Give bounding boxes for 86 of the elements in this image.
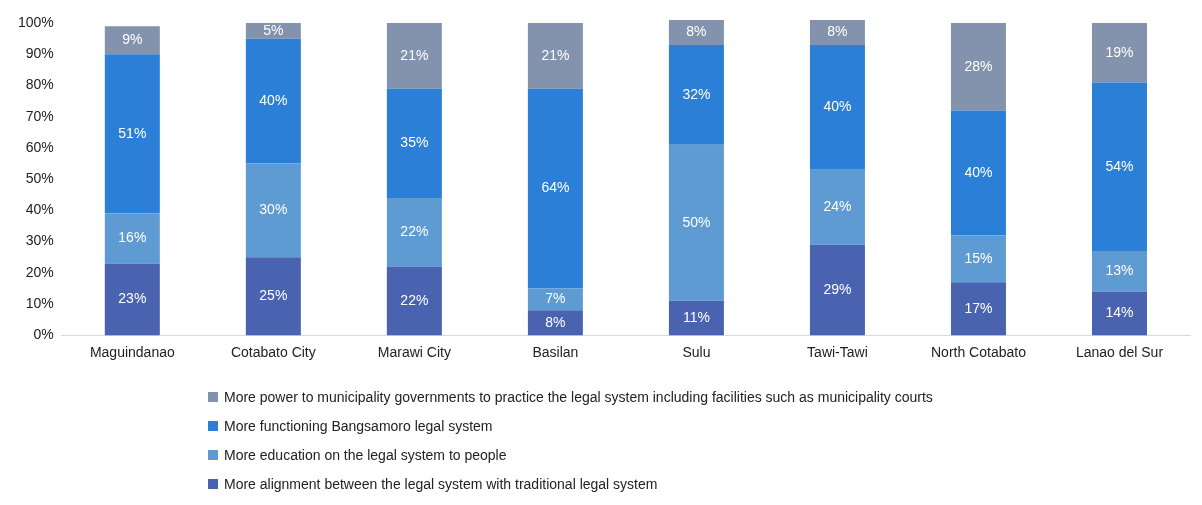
bar	[668, 20, 724, 45]
data-label: 54%	[1105, 157, 1134, 174]
bar	[950, 235, 1006, 283]
bar	[950, 282, 1006, 336]
x-tick-label: North Cotabato	[930, 344, 1027, 361]
y-tick-label: 0%	[33, 326, 54, 343]
bar	[527, 88, 583, 289]
y-tick-label: 100%	[17, 13, 54, 30]
bar	[104, 26, 160, 55]
bar	[104, 54, 160, 214]
data-label: 24%	[823, 198, 852, 215]
bar	[104, 213, 160, 264]
bar	[1091, 291, 1147, 336]
data-label: 32%	[682, 85, 711, 102]
data-label: 21%	[400, 46, 429, 63]
legend-label: More alignment between the legal system with traditional legal system	[224, 475, 658, 492]
bar	[527, 310, 583, 336]
data-label: 40%	[823, 98, 852, 115]
data-label: 5%	[263, 21, 284, 38]
bar	[527, 23, 583, 89]
bar	[1091, 82, 1147, 251]
data-label: 50%	[682, 213, 711, 230]
y-tick-label: 10%	[25, 294, 54, 311]
x-tick-label: Lanao del Sur	[1075, 344, 1164, 361]
bar	[527, 288, 583, 311]
bar	[1091, 23, 1147, 83]
data-label: 25%	[259, 287, 288, 304]
data-label: 15%	[964, 249, 993, 266]
legend-label: More education on the legal system to people	[224, 446, 507, 463]
legend-label: More power to municipality governments to practice the legal system including facilities such as municipality courts	[224, 388, 933, 405]
data-label: 40%	[259, 92, 288, 108]
y-tick-label: 90%	[25, 45, 54, 62]
bar	[386, 23, 442, 89]
data-label: 13%	[1105, 262, 1134, 279]
legend-label: More functioning Bangsamoro legal system	[224, 417, 493, 434]
x-tick-label: Cotabato City	[230, 344, 316, 361]
bar	[668, 300, 724, 336]
data-label: 29%	[823, 280, 852, 297]
data-label: 21%	[541, 46, 570, 63]
y-tick-label: 80%	[25, 76, 54, 93]
bar	[386, 197, 442, 267]
bar	[386, 266, 442, 336]
data-label: 16%	[118, 229, 147, 246]
data-label: 35%	[400, 134, 429, 151]
y-tick-label: 40%	[25, 201, 54, 218]
bar	[950, 110, 1006, 236]
data-label: 22%	[400, 223, 429, 240]
data-label: 64%	[541, 179, 570, 196]
y-tick-label: 20%	[25, 263, 54, 280]
y-tick-label: 70%	[25, 107, 54, 124]
bar	[809, 20, 865, 45]
x-tick-label: Tawi-Tawi	[807, 344, 868, 361]
data-label: 11%	[682, 308, 710, 325]
y-tick-label: 50%	[25, 170, 54, 187]
bar	[809, 169, 865, 245]
bar	[245, 38, 301, 164]
bar	[245, 163, 301, 258]
data-label: 8%	[545, 313, 566, 330]
data-label: 23%	[118, 290, 147, 307]
x-tick-label: Maguindanao	[89, 344, 175, 361]
data-label: 30%	[259, 201, 288, 218]
bar	[386, 88, 442, 198]
data-label: 9%	[122, 31, 143, 48]
bar	[104, 263, 160, 336]
data-label: 8%	[827, 23, 848, 40]
bar	[1091, 250, 1147, 292]
bar	[668, 44, 724, 145]
bar	[950, 23, 1006, 111]
data-label: 7%	[545, 290, 566, 307]
x-tick-label: Marawi City	[377, 344, 451, 361]
y-tick-label: 30%	[25, 232, 54, 249]
data-label: 14%	[1105, 304, 1134, 321]
bar	[809, 244, 865, 336]
x-tick-label: Basilan	[532, 344, 579, 361]
data-label: 28%	[964, 57, 993, 74]
y-tick-label: 60%	[25, 138, 54, 155]
bar	[245, 257, 301, 336]
bar	[668, 144, 724, 301]
data-label: 8%	[686, 23, 707, 40]
data-label: 22%	[400, 291, 429, 308]
data-label: 17%	[964, 299, 993, 316]
bar	[809, 44, 865, 170]
data-label: 40%	[964, 163, 993, 180]
data-label: 19%	[1105, 43, 1134, 60]
x-tick-label: Sulu	[682, 344, 711, 361]
data-label: 51%	[118, 124, 147, 141]
